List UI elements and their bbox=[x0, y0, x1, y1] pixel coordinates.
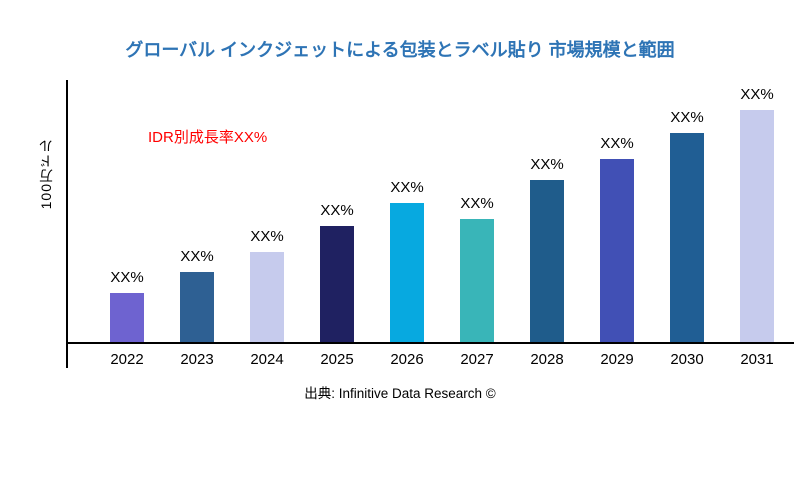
bar-2030 bbox=[670, 133, 704, 342]
bar-group-2031: XX% bbox=[722, 86, 792, 342]
x-tick-2024: 2024 bbox=[250, 351, 284, 368]
bar-2028 bbox=[530, 180, 564, 342]
bar-2025 bbox=[320, 226, 354, 342]
bar-value-label-2025: XX% bbox=[320, 202, 354, 219]
y-axis-label: 100万ドル bbox=[38, 138, 54, 210]
y-axis-label-column: 100万ドル bbox=[26, 80, 66, 368]
bar-2026 bbox=[390, 203, 424, 342]
bar-value-label-2024: XX% bbox=[250, 228, 284, 245]
bar-2029 bbox=[600, 159, 634, 342]
bar-group-2027: XX% bbox=[442, 195, 512, 342]
bar-value-label-2029: XX% bbox=[600, 135, 634, 152]
x-axis-labels: 2022 2023 2024 2025 2026 2027 2028 2029 2030 2031 bbox=[68, 351, 794, 368]
x-tick-2029: 2029 bbox=[600, 351, 634, 368]
plot-wrap: 100万ドル IDR別成長率XX% XX% XX% XX% XX% XX% XX% XX% X… bbox=[26, 80, 800, 368]
x-tick-2031: 2031 bbox=[740, 351, 774, 368]
bar-2027 bbox=[460, 219, 494, 342]
x-tick-2028: 2028 bbox=[530, 351, 564, 368]
growth-annotation: IDR別成長率XX% bbox=[148, 129, 268, 146]
bar-value-label-2031: XX% bbox=[740, 86, 774, 103]
bar-value-label-2022: XX% bbox=[110, 269, 144, 286]
x-tick-2027: 2027 bbox=[460, 351, 494, 368]
x-tick-2026: 2026 bbox=[390, 351, 424, 368]
bar-2031 bbox=[740, 110, 774, 342]
bar-group-2028: XX% bbox=[512, 156, 582, 342]
bar-group-2023: XX% bbox=[162, 248, 232, 342]
bar-value-label-2028: XX% bbox=[530, 156, 564, 173]
bar-2023 bbox=[180, 272, 214, 342]
x-tick-2025: 2025 bbox=[320, 351, 354, 368]
x-tick-2022: 2022 bbox=[110, 351, 144, 368]
bar-group-2030: XX% bbox=[652, 109, 722, 342]
bar-value-label-2027: XX% bbox=[460, 195, 494, 212]
bar-group-2029: XX% bbox=[582, 135, 652, 342]
chart: グローバル インクジェットによる包装とラベル貼り 市場規模と範囲 100万ドル … bbox=[0, 36, 800, 402]
bars-container: XX% XX% XX% XX% XX% XX% XX% XX% XX% XX% bbox=[68, 80, 794, 344]
source-caption: 出典: Infinitive Data Research © bbox=[304, 386, 496, 401]
plot-area: IDR別成長率XX% XX% XX% XX% XX% XX% XX% XX% XX% XX% XX… bbox=[66, 80, 794, 368]
x-tick-2030: 2030 bbox=[670, 351, 704, 368]
bar-group-2025: XX% bbox=[302, 202, 372, 342]
chart-title: グローバル インクジェットによる包装とラベル貼り 市場規模と範囲 bbox=[125, 40, 675, 60]
bar-value-label-2026: XX% bbox=[390, 179, 424, 196]
bar-value-label-2030: XX% bbox=[670, 109, 704, 126]
bar-group-2024: XX% bbox=[232, 228, 302, 342]
bar-2024 bbox=[250, 252, 284, 342]
bar-2022 bbox=[110, 293, 144, 342]
x-tick-2023: 2023 bbox=[180, 351, 214, 368]
bar-group-2022: XX% bbox=[92, 269, 162, 342]
bar-group-2026: XX% bbox=[372, 179, 442, 342]
bar-value-label-2023: XX% bbox=[180, 248, 214, 265]
